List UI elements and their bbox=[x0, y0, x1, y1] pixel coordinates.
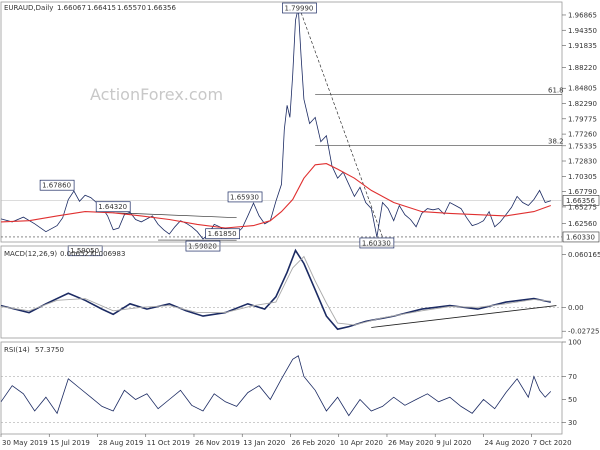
rsi-tick-label: 100 bbox=[568, 339, 581, 347]
macd-signal-value: 0.006983 bbox=[92, 250, 125, 258]
annotation-box bbox=[359, 237, 395, 249]
macd-tick-label: -0.02725 bbox=[568, 328, 599, 336]
price-series bbox=[0, 8, 551, 240]
macd-tick-label: 0.00 bbox=[568, 304, 584, 312]
support-price-label: 1.60330 bbox=[566, 233, 595, 241]
x-axis: 30 May 2019 15 Jul 2019 28 Aug 2019 11 Oct … bbox=[0, 434, 572, 447]
support-price-box bbox=[562, 231, 600, 243]
x-tick-label: 24 Aug 2020 bbox=[484, 439, 529, 447]
annotation-label: 1.65930 bbox=[230, 193, 259, 201]
macd-tick-label: 0.060165 bbox=[568, 251, 600, 259]
price-panel-frame bbox=[0, 1, 563, 243]
price-tick-label: 1.70305 bbox=[568, 173, 597, 181]
price-tick-label: 1.72830 bbox=[568, 158, 597, 166]
current-price-tag: 1.66356 bbox=[562, 195, 600, 206]
price-annotations: 1.79990 1.67860 1.64320 1.59050 1.59820 1.618… bbox=[39, 2, 600, 257]
annotation-label: 1.59820 bbox=[188, 243, 217, 251]
current-price-label: 1.66356 bbox=[566, 197, 595, 205]
price-open: 1.66067 bbox=[57, 4, 86, 12]
trend-line-upper bbox=[113, 212, 237, 219]
price-annotation: 1.61850 bbox=[205, 228, 240, 240]
rsi-tick-label: 30 bbox=[568, 419, 577, 427]
fib-level-label: 61.8 bbox=[548, 86, 564, 94]
macd-header: MACD(12,26,9) 0.006527 0.006983 bbox=[4, 250, 125, 258]
price-tick-label: 1.79775 bbox=[568, 115, 597, 123]
x-tick-label: 26 Feb 2020 bbox=[291, 439, 335, 447]
macd-title: MACD(12,26,9) bbox=[4, 250, 57, 258]
rsi-panel-frame bbox=[0, 341, 563, 435]
x-tick-label: 11 Oct 2019 bbox=[147, 439, 190, 447]
annotation-label: 1.79990 bbox=[284, 5, 313, 13]
price-annotation: 1.64320 bbox=[95, 201, 131, 213]
macd-line-signal bbox=[0, 255, 551, 326]
annotation-label: 1.59050 bbox=[70, 247, 99, 255]
x-tick-label: 10 Apr 2020 bbox=[340, 439, 383, 447]
price-title: EURAUD,Daily bbox=[4, 4, 53, 12]
rsi-tick-label: 50 bbox=[568, 396, 577, 404]
price-gridlines: 61.8 38.2 bbox=[1, 8, 564, 241]
price-tick-label: 1.96865 bbox=[568, 11, 597, 19]
price-y-axis: 1.96865 1.94350 1.91835 1.88220 1.84805 1.822… bbox=[562, 11, 597, 228]
annotation-box bbox=[205, 228, 240, 240]
x-tick-label: 15 Jul 2019 bbox=[50, 439, 90, 447]
watermark: ActionForex.com bbox=[90, 85, 223, 104]
annotation-label: 1.67860 bbox=[42, 182, 71, 190]
price-close: 1.66356 bbox=[147, 4, 176, 12]
rsi-header: RSI(14) 57.3750 bbox=[4, 346, 64, 354]
price-tick-label: 1.91835 bbox=[568, 42, 597, 50]
macd-value: 0.006527 bbox=[60, 250, 93, 258]
x-tick-label: 9 Jul 2020 bbox=[436, 439, 471, 447]
rsi-line bbox=[0, 355, 552, 417]
rsi-title: RSI(14) bbox=[4, 346, 30, 354]
price-header: EURAUD,Daily 1.66067 1.66415 1.65570 1.6… bbox=[4, 4, 176, 12]
series-line-ma bbox=[0, 163, 551, 229]
rsi-series bbox=[0, 355, 562, 423]
rsi-value: 57.3750 bbox=[35, 346, 64, 354]
x-tick-label: 26 May 2020 bbox=[388, 439, 434, 447]
x-tick-label: 30 May 2019 bbox=[2, 439, 48, 447]
price-tick-label: 1.65275 bbox=[568, 203, 597, 211]
price-tick-label: 1.67790 bbox=[568, 188, 597, 196]
price-tick-label: 1.75335 bbox=[568, 142, 597, 150]
rsi-tick-label: 70 bbox=[568, 373, 577, 381]
rsi-y-axis: 100 70 50 30 bbox=[562, 339, 581, 427]
price-annotation: 1.65930 bbox=[227, 191, 263, 203]
support-price-tag: 1.60330 bbox=[562, 231, 600, 243]
macd-series bbox=[0, 248, 562, 331]
price-low: 1.65570 bbox=[117, 4, 146, 12]
x-tick-label: 26 Nov 2019 bbox=[195, 439, 240, 447]
annotation-label: 1.64320 bbox=[98, 203, 127, 211]
price-tick-label: 1.77260 bbox=[568, 131, 597, 139]
current-price-box bbox=[562, 195, 600, 206]
x-tick-label: 13 Jan 2020 bbox=[243, 439, 285, 447]
annotation-label: 1.61850 bbox=[208, 230, 237, 238]
macd-line-macd bbox=[0, 248, 551, 331]
price-annotation: 1.67860 bbox=[39, 179, 75, 191]
x-tick-label: 28 Aug 2019 bbox=[98, 439, 143, 447]
annotation-box bbox=[282, 2, 317, 14]
annotation-label: 1.60330 bbox=[362, 239, 391, 247]
price-tick-label: 1.62560 bbox=[568, 220, 597, 228]
price-tick-label: 1.84805 bbox=[568, 85, 597, 93]
series-line-price bbox=[0, 8, 551, 240]
fib-level-label: 38.2 bbox=[548, 137, 564, 145]
annotation-box bbox=[227, 191, 263, 203]
price-tick-label: 1.88220 bbox=[568, 64, 597, 72]
price-high: 1.66415 bbox=[87, 4, 116, 12]
annotation-box bbox=[95, 201, 131, 213]
price-annotation: 1.79990 bbox=[282, 2, 317, 14]
macd-y-axis: 0.060165 0.00 -0.02725 bbox=[562, 251, 600, 336]
macd-panel-frame bbox=[0, 245, 563, 339]
macd-trend-line bbox=[371, 305, 557, 328]
price-tick-label: 1.94350 bbox=[568, 27, 597, 35]
retracement-line bbox=[299, 8, 383, 238]
x-tick-label: 7 Oct 2020 bbox=[533, 439, 572, 447]
price-tick-label: 1.82290 bbox=[568, 100, 597, 108]
annotation-box bbox=[39, 179, 75, 191]
price-annotation: 1.60330 bbox=[359, 237, 395, 249]
